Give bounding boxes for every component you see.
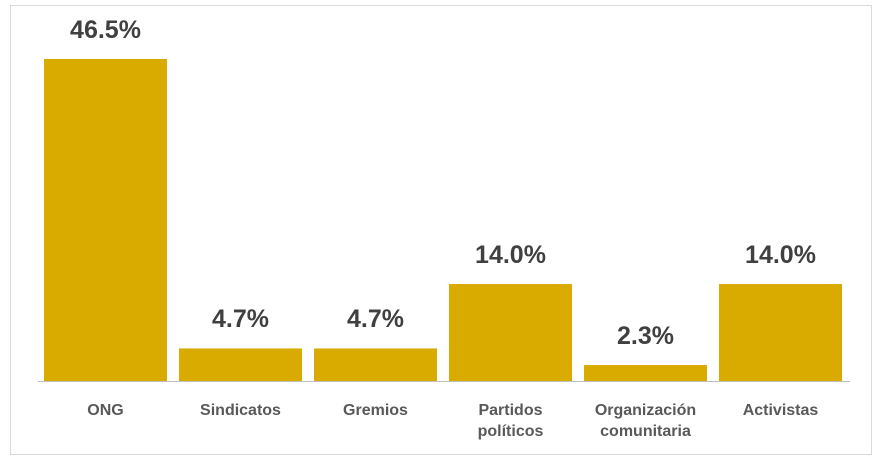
value-label: 14.0% <box>475 241 546 270</box>
value-label: 4.7% <box>212 305 269 334</box>
value-label: 14.0% <box>745 241 816 270</box>
bar <box>449 284 572 381</box>
x-tick-label: Gremios <box>343 402 408 419</box>
x-tick-label: Activistas <box>742 402 819 419</box>
x-tick-label: Partidos políticos <box>477 402 544 440</box>
x-tick-label: ONG <box>87 402 124 419</box>
bar <box>44 58 167 382</box>
value-label: 4.7% <box>347 305 404 334</box>
bar <box>719 284 842 381</box>
value-label: 2.3% <box>617 322 674 351</box>
bar <box>314 348 437 381</box>
value-label: 46.5% <box>70 15 141 44</box>
x-tick-label: Sindicatos <box>200 402 281 419</box>
bar <box>584 365 707 381</box>
x-tick-label: Organización comunitaria <box>594 402 697 440</box>
bar <box>179 348 302 381</box>
